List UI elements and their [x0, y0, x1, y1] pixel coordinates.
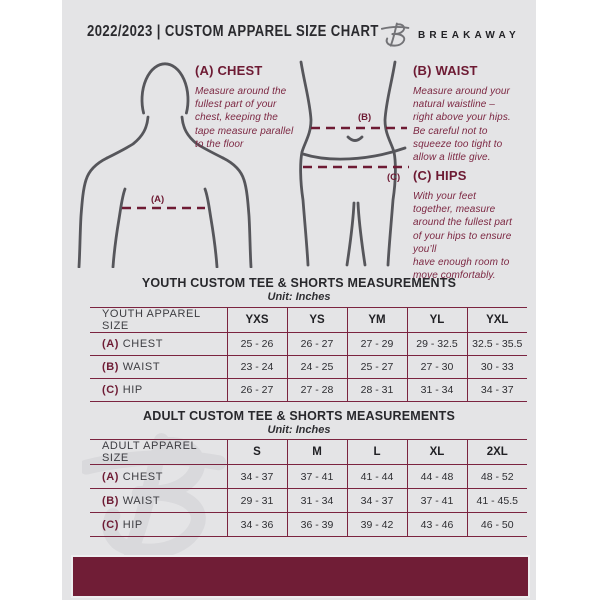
size-range-cell: 36 - 39 — [286, 512, 347, 537]
navel-mark — [346, 135, 364, 142]
size-range-cell: 41 - 44 — [346, 464, 407, 489]
size-column-header: XL — [406, 439, 467, 465]
size-table-row: (A) CHEST 25 - 26 26 - 27 27 - 29 29 - 32.5 3… — [90, 332, 527, 356]
size-table-label-header: YOUTH APPAREL SIZE — [90, 307, 227, 333]
size-range-cell: 37 - 41 — [406, 488, 467, 513]
size-range-cell: 24 - 25 — [286, 355, 347, 379]
size-chart-flyer: 2022/2023 | CUSTOM APPAREL SIZE CHART BR… — [62, 0, 536, 600]
size-range-cell: 27 - 28 — [286, 378, 347, 402]
size-table-header-row: YOUTH APPAREL SIZE YXS YS YM YL YXL — [90, 307, 527, 333]
head-outline — [140, 62, 190, 115]
size-range-cell: 27 - 29 — [346, 332, 407, 356]
size-range-cell: 26 - 27 — [286, 332, 347, 356]
chest-marker-label: (A) — [151, 194, 164, 205]
size-column-header: YS — [286, 307, 347, 333]
measurement-row-label: (A) CHEST — [90, 332, 227, 356]
row-label-text: HIP — [122, 384, 143, 396]
measurement-row-label: (A) CHEST — [90, 464, 227, 489]
youth-table-unit: Unit: Inches — [267, 291, 331, 303]
size-table-label-header: ADULT APPAREL SIZE — [90, 439, 227, 465]
size-range-cell: 29 - 32.5 — [406, 332, 467, 356]
row-marker: (A) — [102, 338, 120, 350]
size-range-cell: 43 - 46 — [406, 512, 467, 537]
size-table-header-row: ADULT APPAREL SIZE S M L XL 2XL — [90, 439, 527, 465]
measurement-row-label: (B) WAIST — [90, 488, 227, 513]
size-table-row: (C) HIP 26 - 27 27 - 28 28 - 31 31 - 34 34 - … — [90, 378, 527, 402]
size-range-cell: 34 - 36 — [226, 512, 287, 537]
chest-heading: (A) CHEST — [195, 63, 263, 78]
row-marker: (B) — [102, 494, 120, 507]
size-range-cell: 28 - 31 — [346, 378, 407, 402]
hips-description: With your feet together, measure around … — [413, 191, 513, 282]
size-range-cell: 34 - 37 — [226, 464, 287, 489]
size-column-header: YL — [406, 307, 467, 333]
adult-table-title: ADULT CUSTOM TEE & SHORTS MEASUREMENTS — [142, 409, 455, 423]
waist-marker-label: (B) — [358, 112, 371, 123]
breakaway-b-logo-icon — [381, 22, 410, 47]
size-column-header: YM — [346, 307, 407, 333]
size-range-cell: 23 - 24 — [226, 355, 287, 379]
size-range-cell: 44 - 48 — [406, 464, 467, 489]
row-marker: (C) — [102, 384, 120, 396]
size-table-row: (B) WAIST 29 - 31 31 - 34 34 - 37 37 - 41 41 … — [90, 488, 527, 513]
size-range-cell: 39 - 42 — [346, 512, 407, 537]
size-range-cell: 34 - 37 — [346, 488, 407, 513]
size-range-cell: 25 - 26 — [226, 332, 287, 356]
size-column-header: L — [346, 439, 407, 465]
brand-name: BREAKAWAY — [418, 29, 520, 41]
hips-diagram: (B) (C) — [299, 60, 409, 267]
row-marker: (C) — [102, 518, 120, 531]
adult-table-unit: Unit: Inches — [267, 424, 331, 436]
measurement-row-label: (C) HIP — [90, 512, 227, 537]
size-table-row: (B) WAIST 23 - 24 24 - 25 25 - 27 27 - 30 30 … — [90, 355, 527, 379]
waist-description: Measure around your natural waistline – … — [413, 86, 511, 164]
row-label-text: HIP — [122, 518, 143, 531]
size-range-cell: 32.5 - 35.5 — [466, 332, 527, 356]
row-label-text: WAIST — [122, 494, 161, 507]
row-label-text: CHEST — [122, 470, 164, 483]
measurement-row-label: (B) WAIST — [90, 355, 227, 379]
hips-heading: (C) HIPS — [413, 168, 467, 183]
adult-size-table: ADULT APPAREL SIZE S M L XL 2XL (A) CHEST 34 - … — [90, 439, 527, 537]
size-range-cell: 30 - 33 — [466, 355, 527, 379]
size-column-header: YXL — [466, 307, 527, 333]
brand-logo: BREAKAWAY — [381, 21, 520, 49]
footer-bar — [71, 555, 530, 598]
hip-seam-line — [301, 146, 407, 161]
size-range-cell: 31 - 34 — [286, 488, 347, 513]
size-table-row: (A) CHEST 34 - 37 37 - 41 41 - 44 44 - 48 48 … — [90, 464, 527, 489]
size-range-cell: 34 - 37 — [466, 378, 527, 402]
size-range-cell: 46 - 50 — [466, 512, 527, 537]
page-title: 2022/2023 | CUSTOM APPAREL SIZE CHART — [87, 23, 379, 40]
size-range-cell: 48 - 52 — [466, 464, 527, 489]
row-label-text: CHEST — [122, 338, 164, 350]
size-column-header: YXS — [226, 307, 287, 333]
size-range-cell: 25 - 27 — [346, 355, 407, 379]
chest-description: Measure around the fullest part of your … — [195, 86, 294, 150]
size-column-header: 2XL — [466, 439, 527, 465]
size-column-header: M — [286, 439, 347, 465]
waist-heading: (B) WAIST — [413, 63, 478, 78]
row-marker: (A) — [102, 470, 120, 483]
measurement-row-label: (C) HIP — [90, 378, 227, 402]
youth-table-title: YOUTH CUSTOM TEE & SHORTS MEASUREMENTS — [141, 276, 457, 290]
size-range-cell: 26 - 27 — [226, 378, 287, 402]
row-label-text: WAIST — [122, 361, 161, 373]
size-table-row: (C) HIP 34 - 36 36 - 39 39 - 42 43 - 46 46 - … — [90, 512, 527, 537]
size-range-cell: 41 - 45.5 — [466, 488, 527, 513]
size-range-cell: 29 - 31 — [226, 488, 287, 513]
row-marker: (B) — [102, 361, 120, 373]
torso-diagram: (A) — [77, 62, 253, 268]
hips-marker-label: (C) — [387, 172, 400, 183]
size-column-header: S — [226, 439, 287, 465]
size-range-cell: 27 - 30 — [406, 355, 467, 379]
size-range-cell: 31 - 34 — [406, 378, 467, 402]
youth-size-table: YOUTH APPAREL SIZE YXS YS YM YL YXL (A) CHEST 2… — [90, 307, 527, 402]
size-range-cell: 37 - 41 — [286, 464, 347, 489]
